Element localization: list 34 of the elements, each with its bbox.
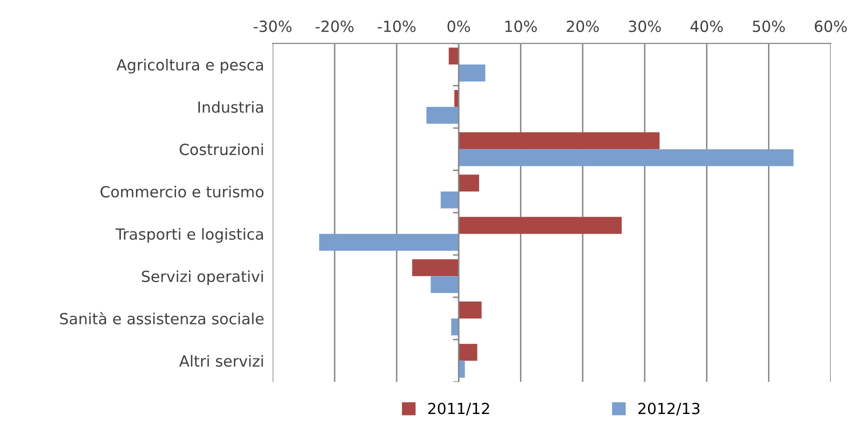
x-tick-label: 20% xyxy=(566,20,599,32)
x-tick-label: -20% xyxy=(316,20,354,32)
bar xyxy=(412,259,459,276)
bar xyxy=(458,174,480,192)
bar xyxy=(458,216,622,234)
bar xyxy=(458,344,478,361)
x-tick-label: 30% xyxy=(628,20,661,32)
y-tick-label: Costruzioni xyxy=(180,143,263,156)
x-tick-label: 50% xyxy=(752,20,785,32)
y-tick-label: Trasporti e logistica xyxy=(115,228,263,243)
bar xyxy=(451,318,459,336)
x-tick-label: -30% xyxy=(254,20,292,32)
bar xyxy=(458,149,794,166)
y-tick-label: Sanità e assistenza sociale xyxy=(60,312,264,324)
y-tick-label: Commercio e turismo xyxy=(100,186,264,198)
x-tick-label: -10% xyxy=(378,20,416,32)
bar xyxy=(430,276,459,294)
x-tick-label: 40% xyxy=(690,20,723,32)
bar xyxy=(458,132,660,150)
bar xyxy=(319,234,459,251)
y-tick-label: Servizi operativi xyxy=(142,270,263,286)
bar xyxy=(458,302,482,318)
bar xyxy=(426,106,459,124)
y-tick-label: Industria xyxy=(198,101,263,113)
y-tick-label: Altri servizi xyxy=(179,354,263,367)
bar xyxy=(440,192,459,208)
x-tick-label: 60% xyxy=(814,20,847,32)
legend-label: 2012/13 xyxy=(638,402,700,416)
legend-label: 2011/12 xyxy=(428,402,490,416)
x-tick-label: 10% xyxy=(505,20,537,32)
y-tick-label: Agricoltura e pesca xyxy=(116,58,263,74)
bar xyxy=(458,64,486,82)
x-tick-label: 0% xyxy=(448,20,470,32)
bar xyxy=(448,48,459,65)
